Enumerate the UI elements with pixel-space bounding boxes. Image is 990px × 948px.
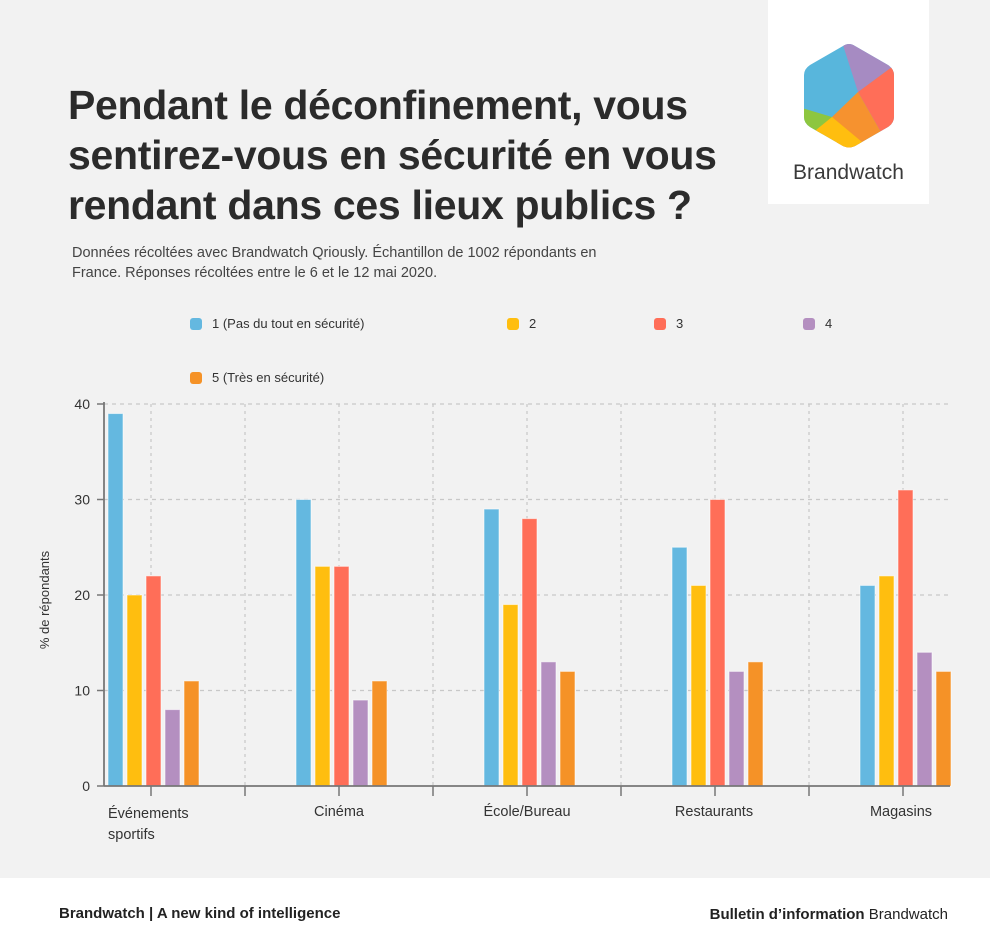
bar-chart: 0 10 20 30 40 Événements sportifs Cinéma École/B… (37, 396, 952, 843)
bar-4-2 (540, 661, 557, 787)
legend-item-3[interactable]: 3 (654, 316, 683, 331)
footer: Brandwatch | A new kind of intelligence … (0, 878, 990, 948)
x-category-label: Cinéma (314, 804, 365, 820)
bar-3-0 (145, 575, 162, 787)
footer-newsletter-brand: Brandwatch (868, 906, 948, 923)
x-category-label: sportifs (108, 827, 155, 843)
bar-2-2 (502, 604, 519, 787)
bar-5-3 (747, 661, 764, 787)
bar-1-0 (107, 413, 124, 787)
legend-label: 5 (Très en sécurité) (212, 370, 325, 385)
chart-legend: 1 (Pas du tout en sécurité) 2 3 4 5 (Trè… (190, 316, 890, 391)
y-tick-label: 0 (82, 778, 90, 794)
bar-5-1 (371, 680, 388, 787)
legend-swatch (803, 317, 815, 330)
bar-4-0 (164, 709, 181, 787)
bar-2-4 (878, 575, 895, 787)
bar-3-2 (521, 518, 538, 787)
legend-swatch (190, 371, 202, 384)
footer-tagline: Brandwatch | A new kind of intelligence (59, 905, 341, 922)
bar-3-4 (897, 489, 914, 787)
legend-label: 1 (Pas du tout en sécurité) (212, 316, 365, 331)
bar-4-1 (352, 699, 369, 787)
y-tick-label: 20 (74, 587, 90, 603)
x-category-label: École/Bureau (483, 803, 570, 820)
bar-1-1 (295, 499, 312, 787)
chart-title: Pendant le déconfinement, vous sentirez-… (68, 82, 717, 228)
legend-swatch (190, 317, 202, 330)
y-tick-label: 30 (74, 492, 90, 508)
bar-5-0 (183, 680, 200, 787)
bar-4-4 (916, 651, 933, 787)
bar-1-2 (483, 508, 500, 787)
footer-newsletter-bold: Bulletin d’information (709, 906, 865, 923)
x-category-label: Magasins (870, 804, 932, 820)
chart-subtitle: Données récoltées avec Brandwatch Qrious… (72, 245, 597, 281)
legend-swatch (507, 317, 519, 330)
x-category-label: Événements (108, 805, 189, 822)
bar-1-4 (859, 584, 876, 787)
legend-item-5[interactable]: 5 (Très en sécurité) (190, 370, 324, 385)
bar-3-3 (709, 499, 726, 787)
footer-newsletter: Bulletin d’information Brandwatch (710, 906, 948, 923)
legend-item-2[interactable]: 2 (507, 316, 536, 331)
bar-2-1 (314, 565, 331, 787)
bar-5-4 (935, 670, 952, 787)
bar-2-3 (690, 584, 707, 787)
x-category-label: Restaurants (675, 804, 753, 820)
logo-card: Brandwatch (768, 0, 929, 204)
legend-label: 3 (676, 316, 684, 331)
legend-swatch (654, 317, 666, 330)
bar-4-3 (728, 670, 745, 787)
y-tick-label: 40 (74, 396, 90, 412)
bar-2-0 (126, 594, 143, 787)
logo-text: Brandwatch (793, 161, 904, 184)
legend-item-1[interactable]: 1 (Pas du tout en sécurité) (190, 316, 364, 331)
y-tick-label: 10 (74, 683, 90, 699)
brandwatch-hexagon-logo-icon (804, 44, 894, 148)
bar-3-1 (333, 565, 350, 787)
legend-label: 4 (825, 316, 833, 331)
y-axis-title: % de répondants (37, 550, 52, 649)
bar-1-3 (671, 546, 688, 787)
legend-item-4[interactable]: 4 (803, 316, 832, 331)
bar-5-2 (559, 670, 576, 787)
legend-label: 2 (529, 316, 537, 331)
